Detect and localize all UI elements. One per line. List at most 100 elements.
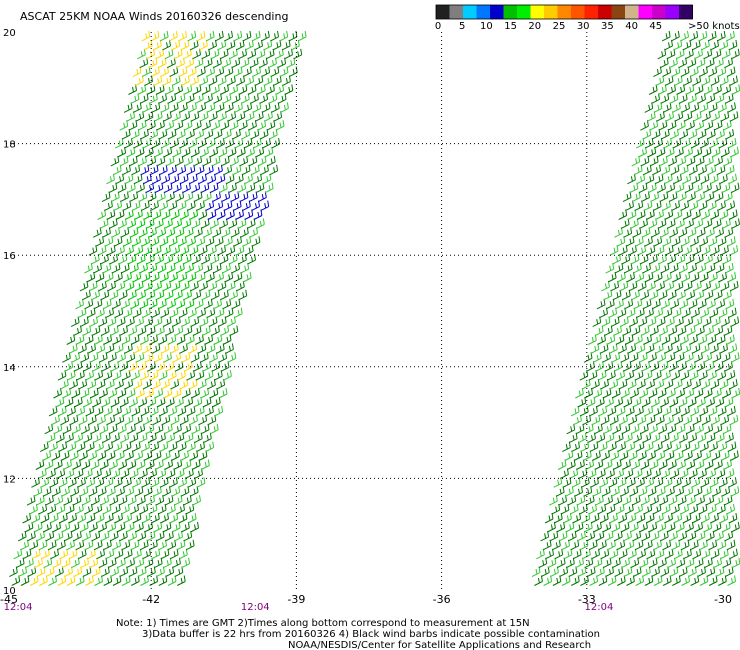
wind-barb: [150, 30, 160, 42]
colorbar-segment: [625, 5, 639, 19]
wind-barb: [190, 521, 199, 533]
wind-barb: [680, 30, 689, 42]
wind-barb: [725, 129, 735, 140]
wind-barb: [223, 370, 232, 381]
time-label: 12:04: [4, 602, 33, 613]
colorbar-segment: [436, 5, 450, 19]
footer-credit-line: NOAA/NESDIS/Center for Satellite Applica…: [288, 640, 591, 650]
y-tick-label: 14: [3, 363, 16, 374]
x-tick-label: -39: [287, 593, 305, 606]
wind-barb: [201, 459, 210, 470]
wind-barb: [726, 370, 736, 381]
wind-barb: [238, 289, 248, 301]
colorbar-segment: [679, 5, 693, 19]
wind-barb: [725, 298, 735, 310]
colorbar-unit-label: >50 knots: [688, 21, 740, 32]
wind-barb: [727, 405, 736, 417]
wind-barb: [280, 102, 289, 113]
colorbar-tick-label: 45: [649, 21, 662, 32]
colorbar-segment: [449, 5, 464, 19]
wind-barb: [233, 307, 243, 319]
wind-barb: [233, 30, 243, 42]
colorbar-segment: [544, 5, 558, 19]
wind-barb: [727, 575, 736, 586]
colorbar-segment: [557, 5, 572, 19]
wind-barb: [726, 66, 736, 78]
wind-barb: [726, 504, 735, 515]
wind-barb: [731, 218, 740, 229]
wind-barb: [215, 30, 224, 42]
wind-barbs: [9, 30, 740, 586]
wind-barb: [725, 164, 735, 176]
wind-barb: [224, 30, 233, 42]
colorbar-tick-label: 0: [435, 21, 441, 32]
wind-barb: [716, 30, 726, 42]
wind-barb: [728, 173, 737, 185]
wind-barb: [205, 441, 215, 453]
wind-barb: [726, 539, 736, 551]
wind-barb: [227, 352, 237, 363]
x-tick-label: -42: [142, 593, 160, 606]
wind-barb: [269, 164, 279, 176]
wind-barb: [730, 352, 740, 363]
wind-barb: [730, 146, 739, 158]
wind-barb: [275, 120, 285, 131]
colorbar-tick-label: 30: [577, 21, 590, 32]
colorbar-segment: [530, 5, 545, 19]
wind-barb: [284, 84, 294, 95]
wind-barb: [225, 343, 234, 354]
wind-barb: [242, 271, 252, 283]
wind-barb: [728, 379, 738, 390]
colorbar-segment: [611, 5, 626, 19]
wind-barb: [726, 200, 736, 212]
wind-barb: [729, 548, 738, 560]
wind-barb: [671, 30, 680, 42]
wind-barb: [205, 30, 215, 42]
wind-barb: [209, 423, 219, 435]
wind-barb: [730, 486, 740, 497]
colorbar-tick-label: 5: [459, 21, 465, 32]
wind-barb: [727, 138, 737, 149]
x-tick-label: -36: [433, 593, 451, 606]
wind-barb: [218, 387, 228, 399]
wind-barb: [288, 66, 298, 78]
wind-barb: [297, 30, 307, 42]
wind-barb: [242, 30, 252, 42]
y-tick-label: 18: [3, 140, 16, 151]
y-tick-label: 16: [3, 251, 16, 262]
wind-barb: [288, 30, 298, 42]
wind-barb: [271, 138, 281, 149]
wind-barb: [181, 557, 191, 569]
wind-barb: [725, 468, 735, 479]
wind-barb: [169, 30, 178, 42]
colorbar-tick-label: 20: [528, 21, 541, 32]
wind-barb: [730, 316, 740, 328]
wind-barb: [725, 432, 734, 444]
colorbar-segment: [638, 5, 653, 19]
colorbar-segment: [598, 5, 612, 19]
wind-barb: [264, 182, 274, 194]
colorbar-tick-label: 25: [553, 21, 566, 32]
wind-barb: [293, 48, 303, 60]
wind-barb: [707, 30, 717, 42]
colorbar-tick-label: 40: [625, 21, 638, 32]
wind-barb: [729, 245, 739, 256]
wind-barb: [727, 271, 737, 283]
wind-barb: [728, 209, 738, 220]
wind-barb: [141, 30, 151, 42]
colorbar-segment: [517, 5, 531, 19]
wind-barb: [726, 236, 736, 247]
wind-barb: [229, 325, 239, 337]
wind-barb: [729, 111, 739, 122]
wind-barb: [728, 343, 738, 354]
colorbar-segment: [584, 5, 599, 19]
y-tick-label: 12: [3, 474, 16, 485]
wind-barb: [159, 30, 169, 42]
colorbar-segment: [463, 5, 477, 19]
wind-barb: [730, 182, 740, 194]
wind-barb: [689, 30, 699, 42]
wind-barb: [214, 405, 224, 417]
wind-barb: [185, 539, 195, 551]
wind-barb: [698, 30, 708, 42]
